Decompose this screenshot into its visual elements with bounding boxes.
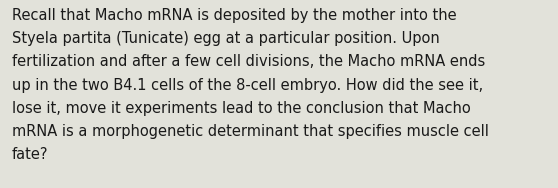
Text: mRNA is a morphogenetic determinant that specifies muscle cell: mRNA is a morphogenetic determinant that… — [12, 124, 489, 139]
Text: Recall that Macho mRNA is deposited by the mother into the: Recall that Macho mRNA is deposited by t… — [12, 8, 456, 23]
Text: fertilization and after a few cell divisions, the Macho mRNA ends: fertilization and after a few cell divis… — [12, 54, 485, 69]
Text: up in the two B4.1 cells of the 8-cell embryo. How did the see it,: up in the two B4.1 cells of the 8-cell e… — [12, 78, 483, 93]
Text: lose it, move it experiments lead to the conclusion that Macho: lose it, move it experiments lead to the… — [12, 101, 471, 116]
Text: fate?: fate? — [12, 147, 49, 162]
Text: Styela partita (Tunicate) egg at a particular position. Upon: Styela partita (Tunicate) egg at a parti… — [12, 31, 440, 46]
